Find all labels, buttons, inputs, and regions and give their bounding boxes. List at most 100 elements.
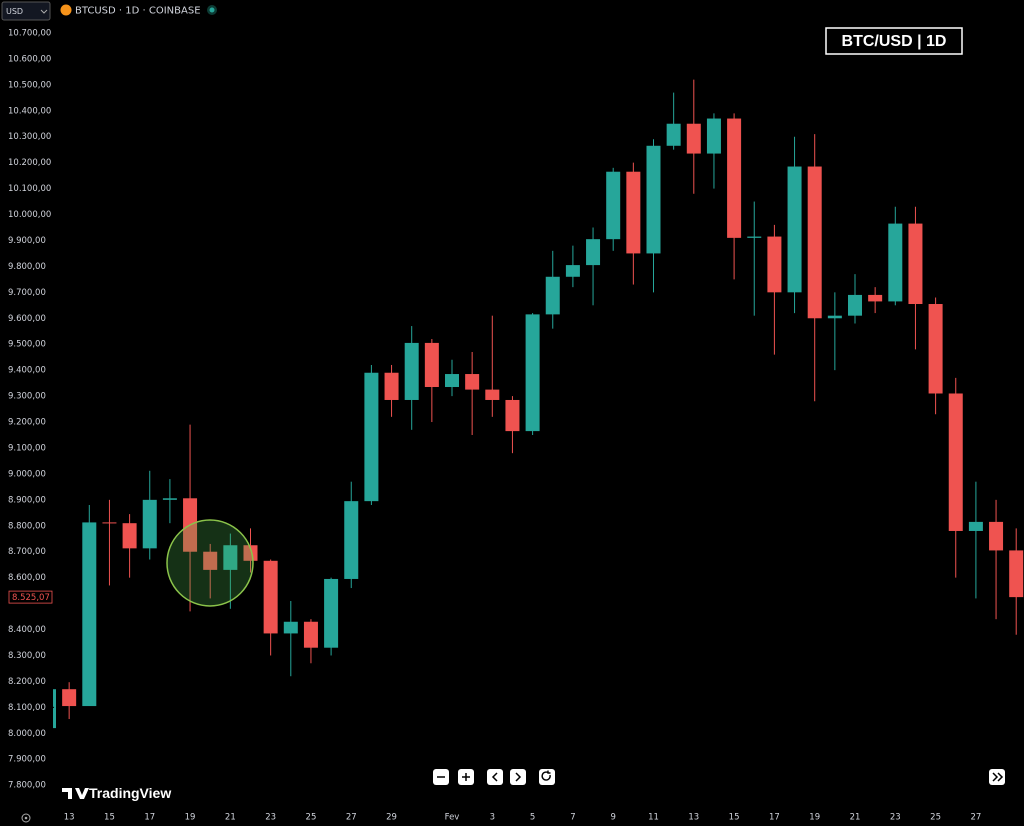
- candle-body: [565, 265, 580, 277]
- candle-body: [263, 560, 278, 634]
- btc-icon: [60, 4, 72, 16]
- candle-body: [989, 521, 1004, 551]
- y-tick-label: 8.800,00: [8, 521, 46, 531]
- y-tick-label: 8.300,00: [8, 651, 46, 661]
- candle-body: [424, 342, 439, 388]
- highlight-circle: [166, 519, 254, 607]
- logo-icon: [62, 788, 89, 799]
- plot-area: [53, 79, 1024, 729]
- symbol: BTCUSD · 1D · COINBASE: [75, 6, 201, 17]
- y-tick-label: 10.000,00: [8, 210, 51, 220]
- candle-body: [223, 545, 238, 570]
- candle-body: [606, 171, 621, 240]
- candle-body: [666, 123, 681, 146]
- x-tick-label: 23: [265, 813, 276, 823]
- candle-body: [1009, 550, 1024, 598]
- candle-body: [53, 689, 56, 729]
- y-tick-label: 9.400,00: [8, 366, 46, 376]
- y-tick-label: 9.700,00: [8, 288, 46, 298]
- x-tick-label: 27: [970, 813, 981, 823]
- y-tick-label: 9.300,00: [8, 392, 46, 402]
- candle-body: [82, 522, 97, 707]
- x-tick-label: 15: [104, 813, 115, 823]
- title-box: [825, 27, 963, 55]
- y-tick-label: 9.900,00: [8, 236, 46, 246]
- y-tick-label: 9.600,00: [8, 314, 46, 324]
- last-price-box: [8, 590, 53, 604]
- currency-select[interactable]: [1, 1, 51, 21]
- candle-body: [827, 315, 842, 319]
- x-tick-label: 9: [610, 813, 615, 823]
- candle-body: [142, 499, 157, 549]
- y-tick-label: 10.300,00: [8, 132, 51, 142]
- y-tick-label: 9.200,00: [8, 418, 46, 428]
- left-icon: [491, 772, 498, 782]
- y-tick-label: 8.400,00: [8, 625, 46, 635]
- candle-body: [465, 374, 480, 390]
- x-tick-label: 13: [688, 813, 699, 823]
- y-tick-label: 8.700,00: [8, 547, 46, 557]
- candle-body: [586, 239, 601, 266]
- candle-body: [203, 551, 218, 570]
- x-tick-label: 25: [930, 813, 941, 823]
- x-tick-label: 3: [490, 813, 495, 823]
- y-tick-label: 8.200,00: [8, 677, 46, 687]
- candle-body: [344, 501, 359, 579]
- plus-icon: [462, 773, 470, 781]
- y-tick-label: 10.400,00: [8, 106, 51, 116]
- candle-body: [324, 578, 339, 648]
- candle-body: [404, 342, 419, 400]
- candle-body: [888, 223, 903, 302]
- y-tick-label: 7.800,00: [8, 781, 46, 791]
- candle-body: [505, 399, 520, 432]
- y-tick-label: 9.800,00: [8, 262, 46, 272]
- candle-body: [485, 389, 500, 400]
- chart-title: BTC/USD | 1D: [842, 33, 947, 50]
- candle-body: [283, 621, 298, 634]
- candle-body: [727, 118, 742, 238]
- candle-body: [384, 372, 399, 400]
- x-tick-label: 27: [346, 813, 357, 823]
- zoom-controls: [433, 769, 555, 785]
- right-icon: [515, 772, 522, 782]
- reset-icon: [541, 770, 551, 781]
- candle-body: [787, 166, 802, 293]
- candle-body: [303, 621, 318, 648]
- y-tick-label: 9.100,00: [8, 443, 46, 453]
- candle-body: [62, 689, 77, 707]
- x-tick-label: 17: [144, 813, 155, 823]
- end-icon: [992, 772, 1004, 782]
- candle-body: [626, 171, 641, 254]
- candle-body: [686, 123, 701, 154]
- x-tick-label: 19: [185, 813, 196, 823]
- x-tick-label: 21: [850, 813, 861, 823]
- x-tick-label: 19: [809, 813, 820, 823]
- scroll-left-button[interactable]: [487, 769, 503, 785]
- y-tick-label: 10.100,00: [8, 184, 51, 194]
- last-price-label: 8.525,07: [12, 593, 50, 603]
- candle-body: [948, 393, 963, 531]
- y-tick-label: 9.000,00: [8, 469, 46, 479]
- candle-body: [807, 166, 822, 319]
- y-tick-label: 10.700,00: [8, 28, 51, 38]
- scroll-right-button[interactable]: [510, 769, 526, 785]
- settings-icon[interactable]: [21, 813, 31, 823]
- logo-text: TradingView: [89, 785, 171, 801]
- x-tick-label: 11: [648, 813, 659, 823]
- x-tick-label: 25: [306, 813, 317, 823]
- candle-body: [646, 145, 661, 254]
- y-tick-label: 10.500,00: [8, 80, 51, 90]
- candle-body: [848, 294, 862, 316]
- y-tick-label: 8.000,00: [8, 729, 46, 739]
- candle-body: [928, 304, 943, 394]
- candle-body: [545, 276, 560, 315]
- candle-body: [868, 294, 883, 302]
- candle-body: [122, 523, 137, 549]
- y-tick-label: 9.500,00: [8, 340, 46, 350]
- candle-body: [968, 521, 983, 531]
- y-tick-label: 8.100,00: [8, 703, 46, 713]
- candle-body: [102, 522, 117, 524]
- status-dot: [209, 7, 215, 13]
- x-tick-label: 23: [890, 813, 901, 823]
